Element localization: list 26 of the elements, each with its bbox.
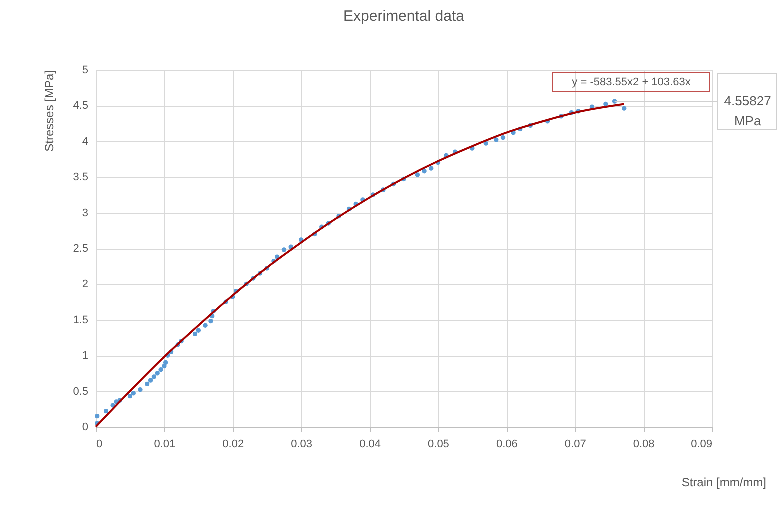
x-tick-label: 0.08 bbox=[633, 438, 655, 450]
x-tick-label: 0.02 bbox=[222, 438, 244, 450]
x-tick-label: 0 bbox=[96, 438, 103, 450]
y-tick-label: 0 bbox=[82, 422, 88, 434]
y-tick-label: 2 bbox=[82, 278, 88, 291]
y-tick-label: 3 bbox=[82, 207, 88, 220]
y-axis-title: Stresses [MPa] bbox=[42, 70, 56, 152]
x-tick-label: 0.09 bbox=[691, 438, 712, 450]
chart-title: Experimental data bbox=[344, 8, 466, 25]
y-tick-label: 4.5 bbox=[73, 100, 88, 112]
y-tick-label: 4 bbox=[82, 136, 88, 148]
y-tick-label: 0.5 bbox=[73, 386, 88, 398]
y-tick-label: 1 bbox=[82, 350, 88, 362]
y-tick-label: 2.5 bbox=[73, 243, 88, 255]
y-tick-label: 5 bbox=[82, 64, 88, 76]
annotation: 4.55827 MPa bbox=[724, 94, 772, 129]
x-tick-label: 0.07 bbox=[564, 438, 586, 450]
x-tick-label: 0.05 bbox=[428, 438, 450, 450]
y-tick-label: 1.5 bbox=[73, 314, 88, 326]
y-tick-label: 3.5 bbox=[73, 172, 88, 184]
x-tick-label: 0.06 bbox=[496, 438, 518, 450]
x-tick-label: 0.04 bbox=[360, 438, 381, 450]
x-axis-title: Strain [mm/mm] bbox=[682, 476, 766, 490]
x-tick-label: 0.01 bbox=[154, 438, 176, 450]
annotation: y = -583.55x2 + 103.63x bbox=[572, 76, 692, 88]
x-tick-label: 0.03 bbox=[291, 438, 313, 450]
